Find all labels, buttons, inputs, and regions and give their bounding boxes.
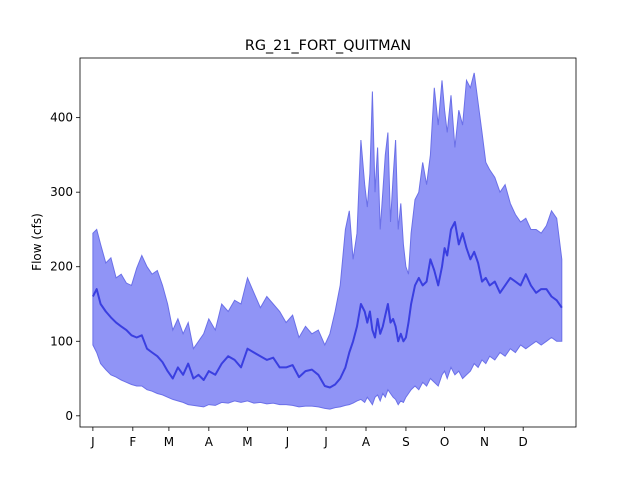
y-tick-label: 100 [50, 334, 73, 348]
y-tick-label: 200 [50, 260, 73, 274]
x-tick-label: D [519, 435, 528, 449]
x-tick-label: O [440, 435, 449, 449]
x-tick-label: A [362, 435, 371, 449]
x-tick-label: M [164, 435, 174, 449]
x-tick-label: S [402, 435, 410, 449]
x-tick-label: J [323, 435, 328, 449]
y-axis-label: Flow (cfs) [30, 213, 44, 271]
x-tick-label: N [480, 435, 489, 449]
x-tick-label: J [90, 435, 95, 449]
y-tick-label: 0 [65, 409, 73, 423]
plot-frame [79, 57, 577, 428]
x-tick-label: M [242, 435, 252, 449]
y-tick-label: 400 [50, 111, 73, 125]
x-tick-label: J [285, 435, 290, 449]
flow-range-band [92, 72, 563, 410]
y-axis: 0 100 200 300 400 [50, 111, 80, 423]
median-flow-line [92, 221, 563, 389]
x-tick-label: F [129, 435, 136, 449]
chart-title: RG_21_FORT_QUITMAN [245, 38, 411, 54]
y-tick-label: 300 [50, 185, 73, 199]
x-tick-label: A [205, 435, 214, 449]
